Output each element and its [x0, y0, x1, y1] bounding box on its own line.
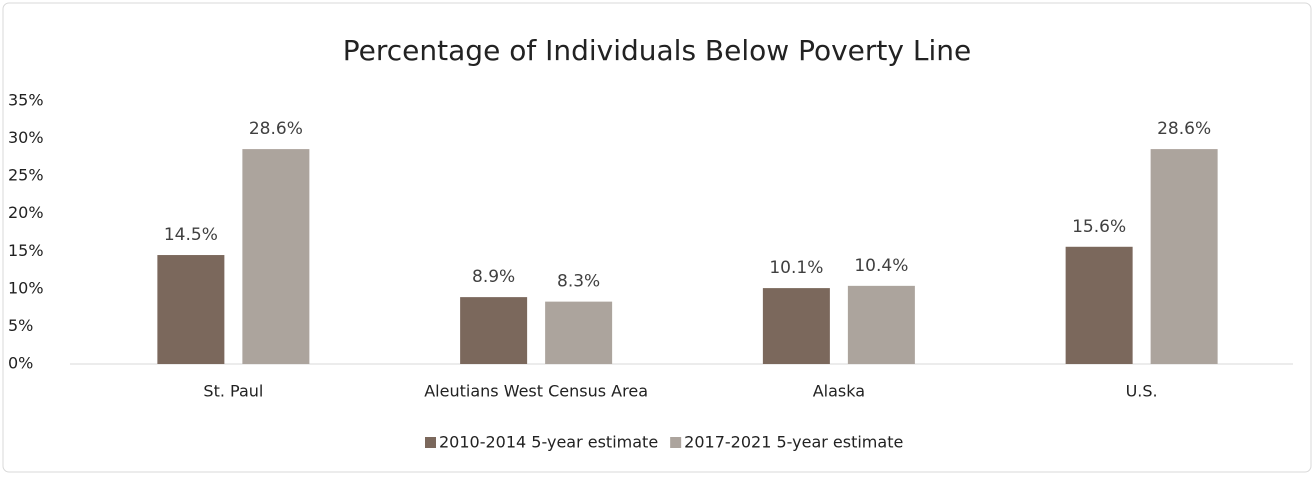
data-label: 8.9% — [472, 267, 515, 287]
data-label: 28.6% — [249, 119, 303, 139]
data-label: 14.5% — [164, 225, 218, 245]
legend-swatch — [425, 437, 436, 448]
y-tick-label: 20% — [8, 203, 44, 222]
x-tick-label: Aleutians West Census Area — [424, 382, 648, 401]
data-label: 15.6% — [1072, 217, 1126, 237]
data-label: 28.6% — [1157, 119, 1211, 139]
y-tick-label: 35% — [8, 91, 44, 110]
bar — [1065, 246, 1133, 364]
bar — [545, 301, 613, 364]
data-label: 10.1% — [769, 258, 823, 278]
bar — [460, 297, 528, 364]
x-tick-label: U.S. — [1126, 382, 1158, 401]
x-tick-label: St. Paul — [203, 382, 263, 401]
bar — [157, 255, 225, 364]
legend-swatch — [670, 437, 682, 448]
y-tick-label: 30% — [8, 128, 44, 147]
bar — [242, 149, 310, 364]
y-tick-label: 5% — [8, 316, 33, 335]
chart-title: Percentage of Individuals Below Poverty … — [343, 34, 971, 67]
y-tick-label: 0% — [8, 354, 33, 373]
y-tick-label: 25% — [8, 166, 44, 185]
bar — [762, 288, 830, 364]
legend-label: 2017-2021 5-year estimate — [684, 433, 903, 452]
x-tick-label: Alaska — [813, 382, 865, 401]
y-tick-label: 10% — [8, 278, 44, 297]
bar — [1150, 149, 1218, 364]
data-label: 8.3% — [557, 272, 600, 292]
data-label: 10.4% — [854, 256, 908, 276]
bar — [847, 285, 915, 364]
y-tick-label: 15% — [8, 241, 44, 260]
legend-label: 2010-2014 5-year estimate — [439, 433, 658, 452]
